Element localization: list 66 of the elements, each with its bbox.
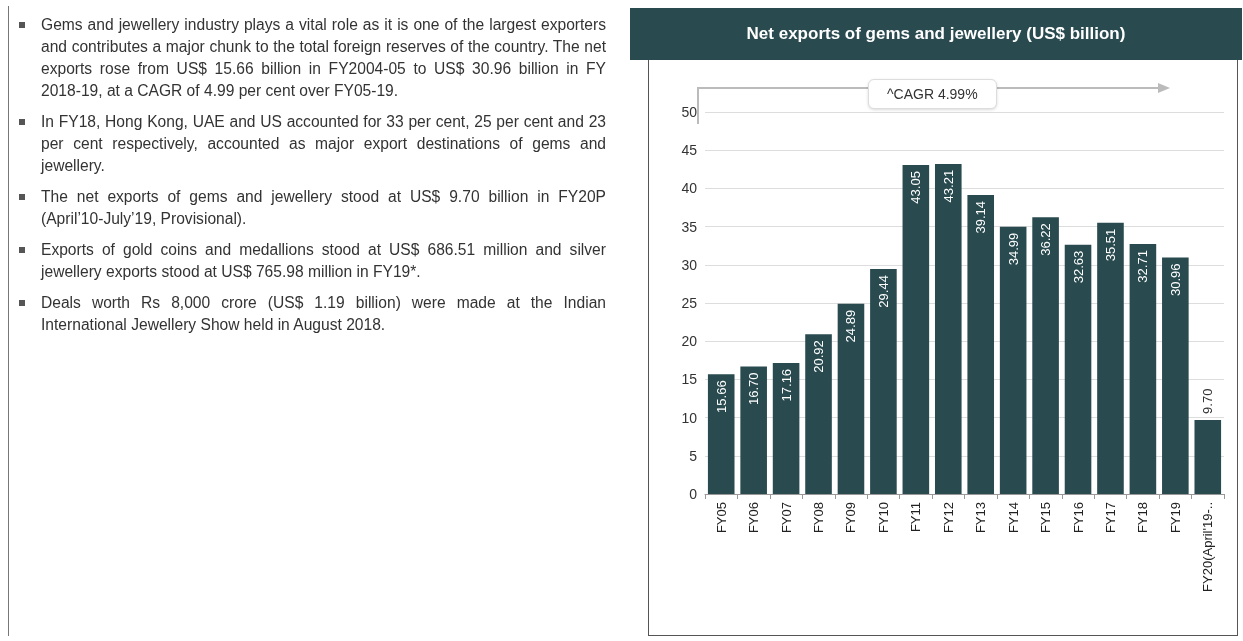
- data-label: 43.21: [940, 169, 956, 203]
- x-tick-label: FY06: [746, 502, 762, 534]
- data-label: 17.16: [778, 368, 794, 402]
- x-tick-label: FY05: [713, 502, 729, 534]
- text: Gems and jewellery industry plays a vital role as it is one of the largest exporters and contributes a major chunk to the total foreign reserves of the country. The net exports rose from US$ 15.66 billion in FY2004-05 to US$ 30.96 billion in FY 2018-19, at a CAGR of 4.99 per cent over FY05-19.: [41, 15, 606, 101]
- y-tick-label: 40: [681, 180, 698, 197]
- data-label: 32.63: [1070, 250, 1086, 284]
- x-tick-label: FY08: [811, 502, 827, 534]
- bar: [805, 334, 832, 494]
- x-tick-label: FY17: [1102, 502, 1118, 534]
- y-tick-label: 30: [681, 256, 698, 273]
- y-tick-label: 35: [681, 218, 698, 235]
- x-tick-label: FY16: [1070, 502, 1086, 534]
- y-tick-label: 0: [689, 486, 698, 502]
- y-tick-label: 10: [681, 409, 698, 426]
- bar: [1032, 217, 1059, 494]
- bar: [967, 194, 995, 494]
- x-tick-label: FY10: [875, 502, 891, 534]
- text: Exports of gold coins and medallions stood at US$ 686.51 million and silver jewellery exports stood at US$ 765.98 million in FY19*.: [41, 240, 606, 282]
- y-tick-label: 15: [681, 371, 698, 388]
- text: ^CAGR 4.99%: [868, 79, 997, 109]
- data-label: 29.44: [875, 275, 891, 308]
- text: Deals worth Rs 8,000 crore (US$ 1.19 billion) were made at the Indian International Jewellery Show held in August 2018.: [41, 293, 606, 335]
- text: In FY18, Hong Kong, UAE and US accounted for 33 per cent, 25 per cent and 23 per cent respectively, accounted as major export destinations of gems and jewellery.: [41, 112, 606, 176]
- y-tick-label: 5: [689, 447, 698, 464]
- bar: [1194, 419, 1222, 494]
- x-tick-label: FY07: [778, 502, 794, 534]
- data-label: 20.92: [811, 340, 827, 373]
- bar: [1162, 257, 1189, 494]
- data-label: 36.22: [1038, 223, 1054, 256]
- x-tick-label: FY13: [973, 502, 989, 534]
- x-tick-label: FY15: [1038, 502, 1054, 534]
- y-tick-label: 20: [681, 333, 698, 350]
- bar: [740, 366, 767, 494]
- text: The net exports of gems and jewellery stood at US$ 9.70 billion in FY20P (April’10-July’19, Provisional).: [41, 187, 606, 229]
- data-label: 24.89: [843, 309, 859, 343]
- data-label: 15.66: [713, 380, 729, 413]
- bar: [934, 163, 962, 494]
- data-label: 39.14: [973, 200, 989, 234]
- y-tick-label: 50: [681, 104, 698, 120]
- x-tick-label: FY09: [843, 502, 859, 534]
- data-label: 32.71: [1135, 250, 1151, 283]
- bar: [1064, 244, 1092, 494]
- bar: [707, 374, 735, 494]
- data-label: 34.99: [1005, 232, 1021, 266]
- bar: [837, 303, 865, 494]
- data-label: 16.70: [746, 372, 762, 405]
- bar: [999, 226, 1027, 494]
- y-tick-label: 45: [681, 142, 698, 159]
- x-tick-label: FY20(April'19-..: [1200, 502, 1216, 592]
- x-tick-label: FY14: [1005, 502, 1021, 534]
- bar: [870, 269, 897, 494]
- bar: [1097, 222, 1124, 494]
- y-tick-label: 25: [681, 295, 698, 311]
- bar: [772, 362, 800, 494]
- x-tick-label: FY11: [908, 502, 924, 533]
- bar: [902, 165, 930, 494]
- data-label: 43.05: [908, 171, 924, 204]
- x-tick-label: FY19: [1167, 502, 1183, 534]
- data-label: 30.96: [1167, 263, 1183, 297]
- chart-title: Net exports of gems and jewellery (US$ billion): [630, 8, 1242, 60]
- data-label: 9.70: [1200, 388, 1216, 414]
- x-tick-label: FY18: [1135, 502, 1151, 534]
- x-tick-label: FY12: [940, 502, 956, 534]
- bar: [1129, 244, 1157, 494]
- data-label: 35.51: [1102, 228, 1118, 262]
